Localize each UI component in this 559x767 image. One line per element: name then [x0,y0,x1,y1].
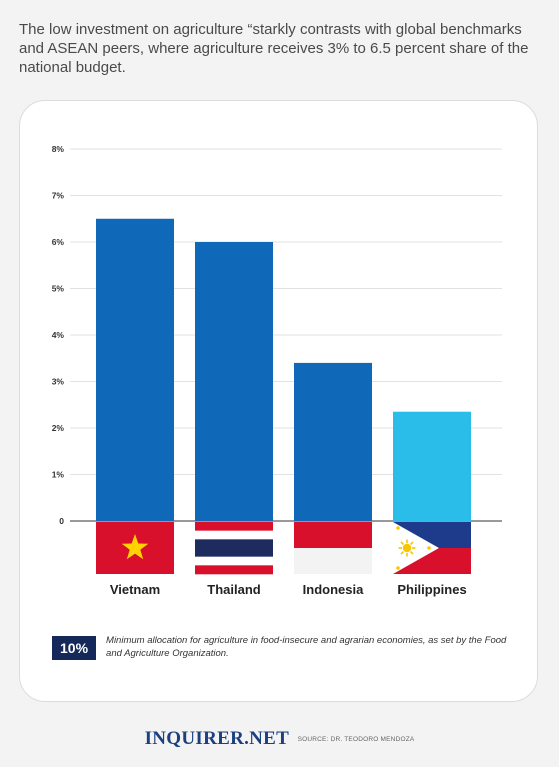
thailand-flag [195,522,273,575]
sun-ray [400,541,405,546]
small-star-icon [396,526,400,530]
indonesia-flag [294,522,372,574]
note-text: Minimum allocation for agriculture in fo… [106,635,507,659]
sun-ray [409,550,414,555]
y-tick-label: 0 [59,516,64,526]
flag-stripe [294,522,372,548]
fao-note: 10% Minimum allocation for agriculture i… [52,634,512,660]
y-tick-label: 6% [52,237,65,247]
category-label: Indonesia [303,582,364,597]
small-star-icon [396,566,400,570]
bar-thailand [195,242,273,521]
category-label: Thailand [207,582,261,597]
y-tick-label: 1% [52,470,65,480]
bar-philippines [393,411,471,521]
category-label: Vietnam [110,582,160,597]
bar-indonesia [294,362,372,521]
small-star-icon [427,546,431,550]
bar-vietnam [96,218,174,521]
flag-triangle [393,522,439,574]
y-tick-label: 4% [52,330,65,340]
flag-stripe [195,556,273,566]
vietnam-flag [96,522,174,574]
flag-stripe [195,548,273,557]
bar-chart: 0 1% 2% 3% 4% 5% 6% 7% 8% Vietnam Thailand Indonesi… [52,144,502,597]
y-tick-label: 2% [52,423,65,433]
philippines-flag [393,522,471,574]
category-label: Philippines [397,582,466,597]
sun-icon [402,543,412,553]
chart-card: 0 1% 2% 3% 4% 5% 6% 7% 8% Vietnam Thailand Indonesi… [19,100,538,702]
sun-ray [400,550,405,555]
intro-text: The low investment on agriculture “stark… [19,21,529,76]
sun-ray [409,541,414,546]
source-text: SOURCE: DR. TEODORO MENDOZA [297,736,415,744]
y-tick-label: 7% [52,191,65,201]
flag-stripe [294,548,372,574]
flag-stripe [195,565,273,575]
flag-stripe [195,539,273,549]
note-badge: 10% [52,636,97,660]
footer: INQUIRER.NET SOURCE: DR. TEODORO MENDOZA [0,728,559,750]
star-icon [121,534,149,560]
y-tick-label: 3% [52,377,65,387]
y-tick-label: 8% [52,144,65,154]
flag-stripe [195,522,273,531]
brand-logo: INQUIRER.NET [144,728,290,749]
y-tick-label: 5% [52,284,65,294]
flag-stripe [195,530,273,540]
